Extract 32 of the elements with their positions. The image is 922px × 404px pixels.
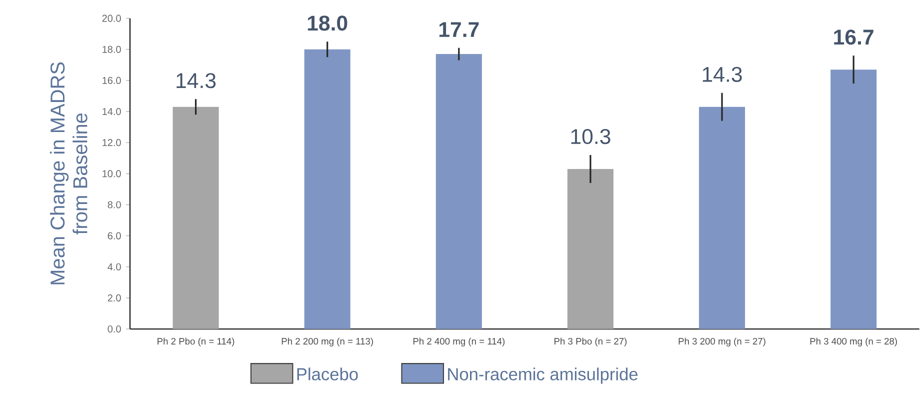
bar [830,70,877,329]
y-tick-label: 2.0 [108,294,121,302]
legend-label: Non-racemic amisulpride [448,368,638,384]
x-tick-label: Ph 2 Pbo (n = 114) [158,338,234,346]
y-tick-label: 0.0 [108,325,121,333]
data-label: 14.3 [176,73,216,88]
y-tick-label: 8.0 [108,201,121,208]
bar [172,106,219,329]
x-tick-label: Ph 3 400 mg (n = 28) [810,338,897,346]
y-tick-label: 18.0 [102,46,121,53]
x-tick-label: Ph 2 400 mg (n = 114) [413,338,505,346]
y-tick-label: 10.0 [102,170,121,178]
bar [436,54,482,329]
data-label: 16.7 [834,30,874,45]
bar [567,169,614,329]
bar [698,106,746,329]
y-tick-label: 12.0 [102,139,121,146]
x-tick-label: Ph 2 200 mg (n = 113) [282,338,373,346]
x-tick-label: Ph 3 Pbo (n = 27) [554,338,627,346]
data-label: 10.3 [571,128,610,144]
data-label: 14.3 [702,66,742,82]
y-axis-title: Mean Change in MADRS from Baseline [50,62,88,284]
legend-label: Placebo [297,368,358,380]
y-tick-label: 16.0 [102,76,121,84]
y-tick-label: 6.0 [108,232,121,240]
y-tick-label: 14.0 [102,108,121,116]
data-label: 18.0 [308,16,348,31]
y-tick-label: 20.0 [102,14,121,22]
bar [304,49,350,329]
data-label: 17.7 [439,22,479,37]
y-tick-label: 4.0 [108,263,121,270]
x-tick-label: Ph 3 200 mg (n = 27) [678,338,766,346]
